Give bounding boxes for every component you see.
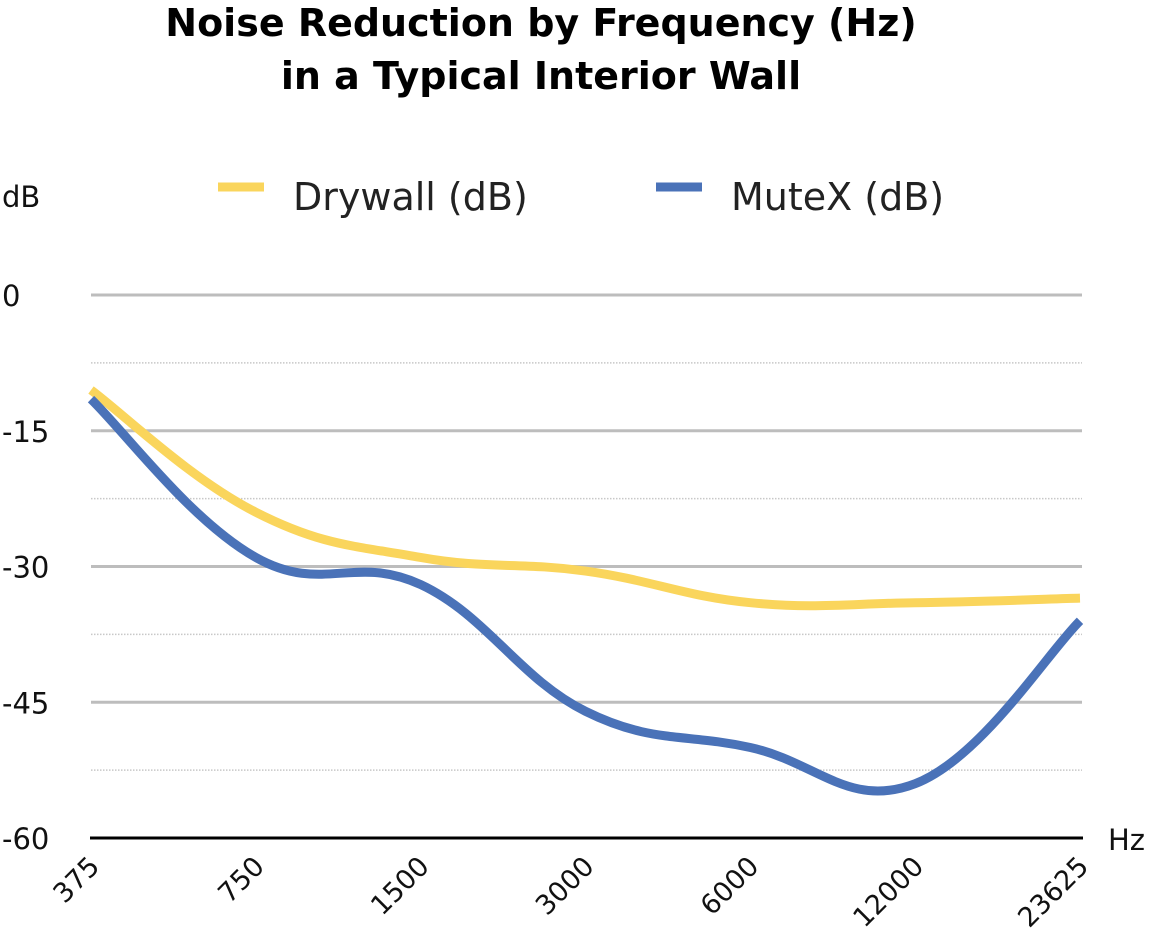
series-line-drywall — [88, 386, 1081, 611]
series-line-mutex — [87, 395, 1084, 796]
x-tick-label: 12000 — [847, 851, 930, 934]
y-axis-unit-label: dB — [2, 180, 40, 214]
legend-label-drywall: Drywall (dB) — [293, 175, 528, 219]
y-tick-label: -60 — [2, 822, 49, 856]
chart-title-line-1: Noise Reduction by Frequency (Hz) — [165, 1, 916, 45]
y-tick-label: 0 — [2, 279, 20, 313]
x-tick-label: 23625 — [1012, 851, 1095, 934]
x-tick-label: 6000 — [695, 851, 766, 922]
legend-item-mutex: MuteX (dB) — [656, 175, 944, 219]
x-tick-label: 3000 — [530, 851, 601, 922]
series-lines — [87, 386, 1084, 796]
legend-label-mutex: MuteX (dB) — [731, 175, 944, 219]
legend-item-drywall: Drywall (dB) — [218, 175, 528, 219]
y-axis-ticks: 0 -15 -30 -45 -60 — [2, 279, 49, 856]
chart-title-line-2: in a Typical Interior Wall — [281, 54, 801, 98]
y-tick-label: -45 — [2, 686, 49, 720]
x-axis-unit-label: Hz — [1108, 823, 1145, 857]
x-tick-label: 1500 — [365, 851, 436, 922]
x-axis-ticks: 375 750 1500 3000 6000 12000 23625 — [48, 851, 1095, 934]
y-tick-label: -15 — [2, 415, 49, 449]
legend: Drywall (dB) MuteX (dB) — [218, 175, 944, 219]
x-tick-label: 375 — [48, 851, 106, 909]
y-tick-label: -30 — [2, 551, 49, 585]
x-tick-label: 750 — [212, 851, 270, 909]
grid — [91, 293, 1082, 771]
